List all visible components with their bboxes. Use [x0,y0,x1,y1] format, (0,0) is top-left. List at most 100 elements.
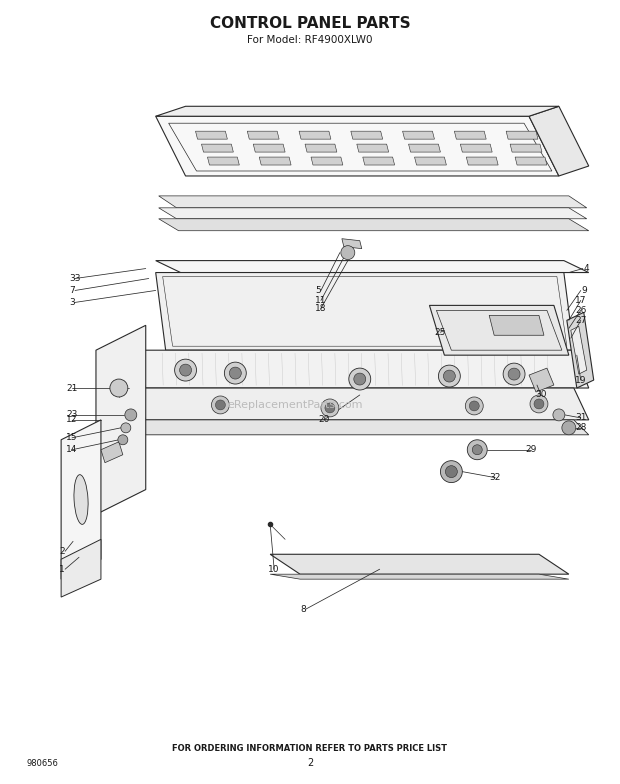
Circle shape [180,364,192,376]
Polygon shape [61,539,101,597]
Text: 30: 30 [536,390,547,400]
Text: 14: 14 [66,445,78,454]
Text: 33: 33 [69,274,81,283]
Polygon shape [489,315,544,336]
Circle shape [503,363,525,385]
Polygon shape [415,157,446,165]
Polygon shape [247,131,279,139]
Circle shape [110,379,128,397]
Circle shape [508,368,520,380]
Text: 19: 19 [575,376,587,385]
Circle shape [465,397,483,415]
Text: 31: 31 [575,413,587,423]
Polygon shape [208,157,239,165]
Polygon shape [305,144,337,152]
Circle shape [121,423,131,433]
Circle shape [472,445,482,455]
Polygon shape [567,312,594,388]
Polygon shape [351,131,383,139]
Text: 8: 8 [300,604,306,614]
Text: CONTROL PANEL PARTS: CONTROL PANEL PARTS [210,16,410,31]
Text: 12: 12 [66,416,78,424]
Polygon shape [159,219,589,230]
Text: 2: 2 [59,546,64,556]
Circle shape [530,395,548,413]
Polygon shape [270,554,569,574]
Polygon shape [202,144,233,152]
Polygon shape [270,574,569,579]
Text: 2: 2 [307,758,313,768]
Polygon shape [402,131,435,139]
Polygon shape [529,368,554,392]
Polygon shape [466,157,498,165]
Polygon shape [363,157,394,165]
Polygon shape [571,326,587,374]
Polygon shape [156,260,589,273]
Circle shape [469,401,479,411]
Text: 15: 15 [66,434,78,442]
Circle shape [229,367,241,379]
Circle shape [341,245,355,260]
Text: 980656: 980656 [26,759,58,768]
Polygon shape [454,131,486,139]
Polygon shape [299,131,331,139]
Circle shape [438,365,460,387]
Text: 32: 32 [490,473,501,482]
Ellipse shape [74,474,88,524]
Polygon shape [61,420,101,579]
Circle shape [211,396,229,414]
Text: 4: 4 [583,264,589,273]
Text: 25: 25 [435,328,446,337]
Text: 7: 7 [69,286,75,295]
Polygon shape [430,306,569,355]
Polygon shape [515,157,547,165]
Circle shape [215,400,226,410]
Polygon shape [156,116,559,176]
Polygon shape [159,208,587,219]
Text: 21: 21 [66,383,78,393]
Text: eReplacementParts.com: eReplacementParts.com [228,400,363,410]
Polygon shape [131,420,589,435]
Polygon shape [131,388,589,420]
Circle shape [553,409,565,421]
Text: 17: 17 [575,296,587,305]
Circle shape [354,373,366,385]
Polygon shape [356,144,389,152]
Circle shape [325,403,335,413]
Circle shape [118,435,128,445]
Text: 26: 26 [575,306,587,315]
Circle shape [562,421,576,435]
Circle shape [224,362,246,384]
Polygon shape [311,157,343,165]
Text: FOR ORDERING INFORMATION REFER TO PARTS PRICE LIST: FOR ORDERING INFORMATION REFER TO PARTS … [172,744,448,753]
Circle shape [534,399,544,409]
Polygon shape [529,107,589,176]
Circle shape [321,399,339,417]
Text: 10: 10 [268,564,280,574]
Polygon shape [253,144,285,152]
Text: 23: 23 [66,410,78,419]
Text: 11: 11 [315,296,327,305]
Text: 29: 29 [526,445,537,454]
Circle shape [125,409,137,421]
Circle shape [445,466,458,477]
Polygon shape [156,273,574,350]
Text: 5: 5 [315,286,321,295]
Text: 27: 27 [575,316,587,325]
Text: 1: 1 [59,564,65,574]
Polygon shape [156,107,559,116]
Polygon shape [259,157,291,165]
Text: 20: 20 [318,416,329,424]
Circle shape [467,440,487,459]
Polygon shape [101,441,123,463]
Circle shape [349,368,371,390]
Polygon shape [510,144,542,152]
Text: 9: 9 [581,286,587,295]
Polygon shape [342,238,361,249]
Text: 28: 28 [575,423,587,432]
Text: For Model: RF4900XLW0: For Model: RF4900XLW0 [247,34,373,45]
Polygon shape [96,325,146,514]
Polygon shape [131,350,589,388]
Circle shape [440,461,463,483]
Polygon shape [506,131,538,139]
